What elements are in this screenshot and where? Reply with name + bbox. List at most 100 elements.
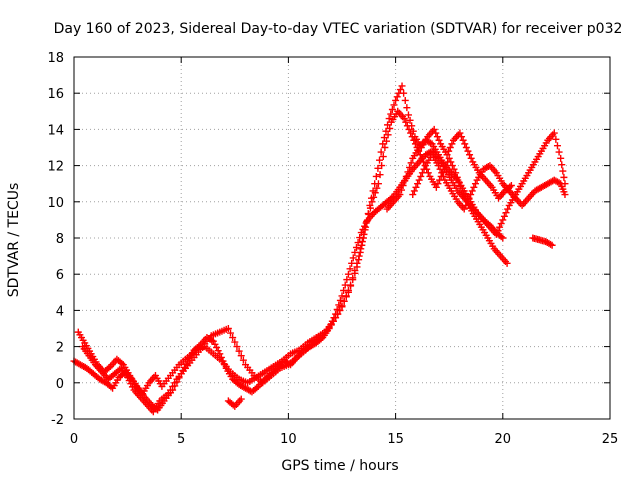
x-tick-label: 0	[70, 432, 78, 447]
data-point-interp	[171, 379, 179, 387]
data-point-interp	[351, 269, 359, 277]
x-tick-label: 15	[387, 432, 404, 447]
y-tick-label: 2	[56, 341, 64, 356]
data-point-interp	[332, 314, 340, 322]
data-point-interp	[386, 124, 394, 132]
data-point-interp	[407, 159, 415, 167]
data-point-interp	[409, 127, 417, 135]
data-point-interp	[497, 220, 505, 228]
data-point-interp	[466, 151, 474, 159]
data-point-interp	[448, 162, 456, 170]
data-point-interp	[414, 180, 422, 188]
data-point-interp	[459, 136, 467, 144]
data-point-interp	[382, 127, 390, 135]
data-point	[400, 115, 408, 123]
data-point	[561, 191, 569, 199]
data-point-interp	[436, 165, 444, 173]
data-point-interp	[390, 101, 398, 109]
data-point-interp	[355, 256, 363, 264]
data-point	[396, 191, 404, 199]
data-point-interp	[417, 172, 425, 180]
data-point-interp	[494, 227, 502, 235]
data-point	[404, 111, 412, 119]
data-point-interp	[107, 383, 115, 391]
data-point-interp	[374, 164, 382, 172]
data-point	[550, 129, 558, 137]
data-point-interp	[462, 201, 470, 209]
data-point-interp	[387, 110, 395, 118]
data-point-interp	[329, 317, 337, 325]
series-track-6	[224, 234, 556, 410]
data-point	[344, 270, 352, 278]
data-point	[381, 144, 389, 151]
data-point-interp	[336, 296, 344, 304]
y-tick-label: 10	[47, 196, 64, 211]
data-point-interp	[552, 135, 560, 143]
data-point	[499, 234, 507, 242]
data-point	[402, 172, 410, 180]
data-point-interp	[338, 302, 346, 310]
data-point	[503, 259, 511, 267]
data-point-interp	[464, 147, 472, 155]
data-point-interp	[470, 183, 478, 191]
data-point-interp	[401, 177, 409, 185]
data-point	[492, 230, 500, 238]
data-point-interp	[448, 140, 456, 148]
data-point-interp	[342, 293, 350, 301]
data-point-interp	[402, 118, 410, 126]
y-axis-title: SDTVAR / TECUs	[6, 183, 22, 298]
y-tick-label: 8	[56, 232, 64, 247]
data-point-interp	[346, 265, 354, 273]
data-point-interp	[408, 122, 416, 130]
data-point-interp	[450, 165, 458, 173]
data-point	[561, 180, 569, 188]
x-axis-title: GPS time / hours	[281, 458, 398, 474]
data-point-interp	[461, 140, 469, 148]
data-point-interp	[227, 329, 235, 337]
data-point-interp	[468, 187, 476, 195]
data-point-interp	[377, 148, 385, 156]
data-point-interp	[376, 156, 384, 164]
data-point-interp	[471, 180, 479, 188]
data-point-interp	[553, 142, 561, 150]
data-points	[70, 82, 569, 416]
y-tick-label: 14	[47, 123, 64, 138]
data-point-interp	[403, 104, 411, 112]
data-point-interp	[213, 344, 221, 352]
data-point	[233, 343, 241, 351]
data-point-interp	[229, 334, 237, 342]
data-point-interp	[555, 148, 563, 156]
series-track-5	[383, 129, 569, 238]
data-point-interp	[116, 366, 124, 374]
data-point-interp	[399, 182, 407, 190]
data-point-interp	[396, 86, 404, 94]
x-tick-label: 5	[177, 432, 185, 447]
data-point	[557, 154, 565, 162]
chart-title: Day 160 of 2023, Sidereal Day-to-day VTE…	[54, 21, 623, 37]
data-point-interp	[380, 134, 388, 142]
data-point-interp	[416, 151, 424, 159]
y-tick-label: 0	[56, 377, 64, 392]
data-point-interp	[435, 136, 443, 144]
data-point-interp	[125, 377, 133, 385]
data-point	[443, 151, 451, 159]
data-point	[432, 183, 440, 191]
data-point-interp	[169, 382, 177, 390]
data-point-interp	[376, 171, 384, 179]
data-point-interp	[369, 187, 377, 195]
y-tick-label: 4	[56, 304, 64, 319]
data-point	[392, 96, 400, 104]
data-point-interp	[373, 184, 381, 192]
data-point-interp	[388, 105, 396, 113]
data-point-interp	[361, 226, 369, 234]
data-point-interp	[397, 186, 405, 194]
data-point-interp	[439, 172, 447, 180]
data-point-interp	[500, 212, 508, 220]
data-point-interp	[484, 163, 492, 171]
data-point	[499, 216, 507, 224]
data-point-interp	[211, 340, 219, 348]
data-point	[353, 263, 361, 271]
data-point-interp	[127, 380, 135, 388]
data-point-interp	[496, 223, 504, 231]
